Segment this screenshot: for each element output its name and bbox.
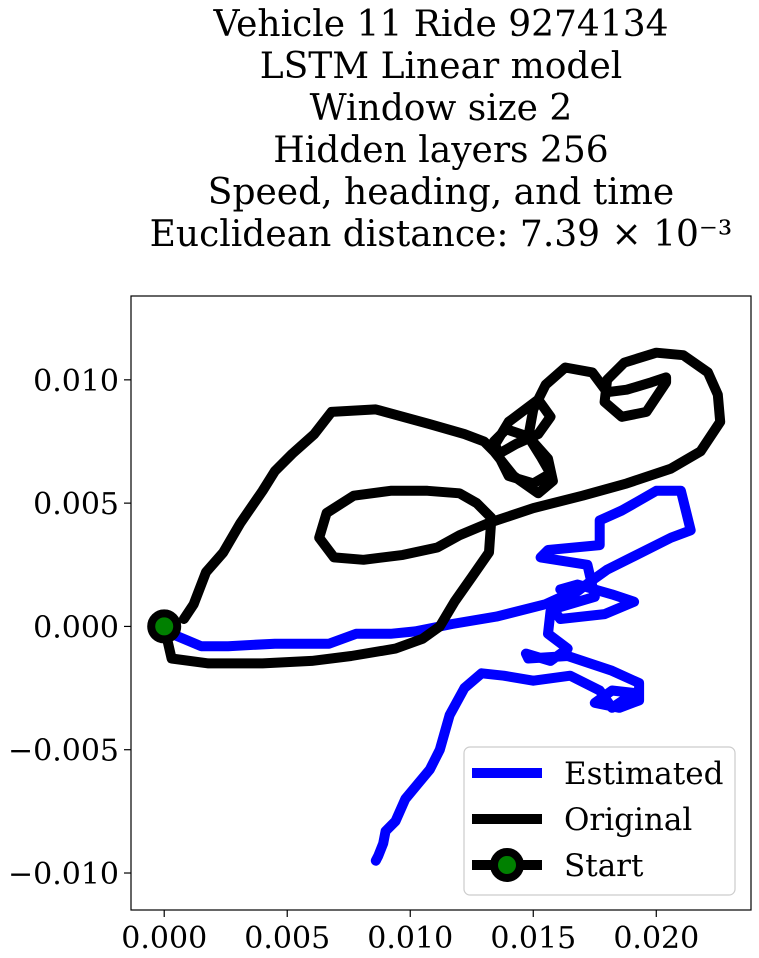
plot-area [130, 295, 752, 911]
legend: Estimated Original Start [463, 746, 736, 896]
series-line-estimated [159, 485, 696, 866]
y-tick-label: 0.010 [33, 364, 119, 399]
series-line-original [159, 347, 726, 669]
legend-marker-start [490, 848, 524, 882]
legend-label-original: Original [564, 802, 692, 838]
x-tick-label: 0.010 [367, 921, 453, 956]
title-line: Speed, heading, and time [208, 172, 674, 213]
title-line: Hidden layers 256 [273, 130, 608, 171]
legend-label-estimated: Estimated [564, 756, 723, 792]
title-line: Window size 2 [310, 88, 573, 129]
y-tick-label: 0.005 [33, 487, 119, 522]
start-marker [147, 609, 182, 644]
y-axis: −0.010 −0.005 0.000 0.005 0.010 [8, 364, 131, 892]
y-tick-label: −0.005 [8, 734, 119, 769]
x-tick-label: 0.005 [244, 921, 330, 956]
title-line: Euclidean distance: 7.39 × 10⁻³ [150, 214, 733, 255]
y-tick-label: −0.010 [8, 857, 119, 892]
legend-box [463, 746, 736, 896]
legend-label-start: Start [564, 848, 644, 884]
x-axis: 0.000 0.005 0.010 0.015 0.020 [121, 910, 699, 956]
title-line: Vehicle 11 Ride 9274134 [212, 4, 668, 45]
y-tick-label: 0.000 [33, 610, 119, 645]
x-tick-label: 0.020 [613, 921, 699, 956]
x-tick-label: 0.000 [121, 921, 207, 956]
title-line: LSTM Linear model [260, 46, 623, 87]
x-tick-label: 0.015 [490, 921, 576, 956]
series-lines [147, 347, 726, 866]
